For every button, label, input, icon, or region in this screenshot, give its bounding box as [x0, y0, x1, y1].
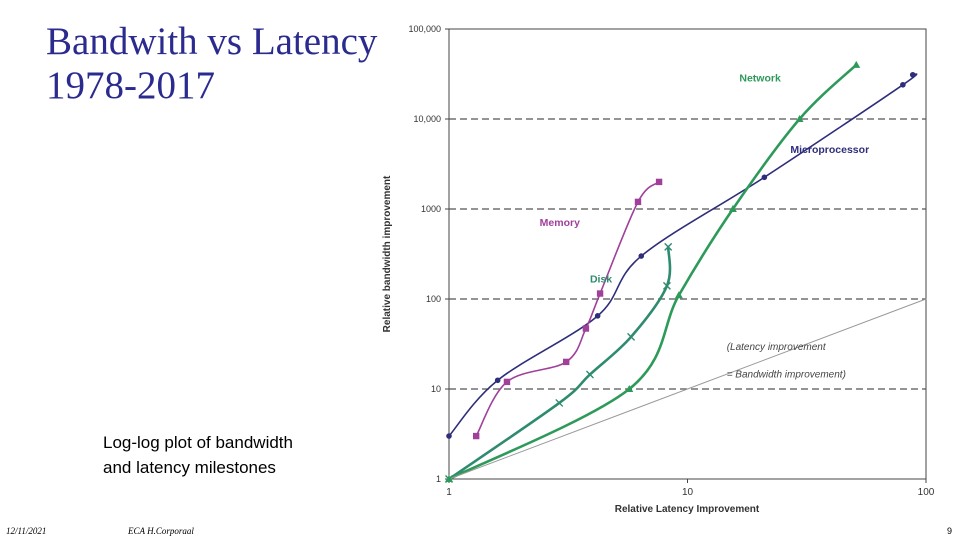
network-annotation: Network [739, 73, 781, 85]
y-tick-label: 1 [436, 474, 441, 484]
x-tick-label: 100 [918, 487, 935, 498]
microprocessor-point [909, 71, 916, 78]
annotations: Network Microprocessor Memory Disk (Latency … [540, 73, 869, 381]
bandwidth-latency-chart: 1 10 100 1000 10,000 100,000 1 10 100 Network Mic… [382, 24, 935, 515]
memory-point [582, 325, 590, 332]
network-point [728, 205, 737, 212]
bandwidth-improvement-annotation: = Bandwidth improvement) [727, 369, 846, 380]
x-axis-label: Relative Latency Improvement [615, 504, 760, 515]
network-point [674, 291, 683, 299]
disk-point [555, 398, 564, 407]
slide-title-line2: 1978-2017 [46, 64, 215, 107]
microprocessor-point [900, 81, 906, 88]
microprocessor-annotation: Microprocessor [790, 144, 869, 156]
latency-improvement-series-line [448, 298, 927, 480]
memory-annotation: Memory [540, 217, 580, 229]
data-markers [445, 60, 916, 483]
microprocessor-point [494, 377, 501, 384]
y-tick-label: 100,000 [408, 24, 441, 34]
microprocessor-point [761, 174, 768, 181]
memory-point [596, 290, 604, 297]
slide-title-line1: Bandwith vs Latency [46, 20, 378, 63]
microprocessor-point [638, 253, 645, 259]
y-tick-label: 10,000 [413, 114, 441, 124]
y-tick-label: 100 [426, 294, 441, 304]
network-point [795, 115, 804, 122]
memory-point [472, 432, 480, 440]
network-point [625, 385, 634, 392]
page-number: 9 [947, 526, 953, 536]
disk-point [585, 370, 594, 379]
y-tick-label: 10 [431, 384, 441, 394]
caption-line1: Log-log plot of bandwidth [103, 433, 293, 452]
footer-date: 12/11/2021 [6, 526, 47, 536]
microprocessor-point [446, 433, 452, 439]
memory-point [562, 358, 570, 366]
y-axis-label: Relative bandwidth improvement [382, 175, 393, 332]
microprocessor-series-line [448, 73, 918, 437]
axis-ticks: 1 10 100 1000 10,000 100,000 1 10 100 [408, 24, 934, 498]
memory-point [503, 378, 511, 386]
network-point [852, 60, 861, 68]
y-tick-label: 1000 [421, 204, 441, 214]
disk-point [662, 281, 671, 290]
latency-improvement-annotation: (Latency improvement [727, 342, 827, 353]
memory-point [655, 178, 663, 186]
chart-caption: Log-log plot of bandwidth and latency mi… [103, 430, 293, 480]
disk-annotation: Disk [590, 274, 612, 286]
slide-title: Bandwith vs Latency 1978-2017 [46, 20, 377, 108]
x-tick-label: 10 [682, 487, 694, 498]
footer-author: ECA H.Corporaal [128, 526, 194, 536]
x-tick-label: 1 [446, 487, 452, 498]
disk-point [627, 332, 636, 341]
memory-point [634, 198, 642, 206]
grid-lines [449, 118, 926, 390]
caption-line2: and latency milestones [103, 458, 276, 477]
microprocessor-point [594, 313, 601, 319]
network-point [445, 475, 453, 482]
plot-area [448, 28, 927, 480]
disk-point [664, 242, 673, 251]
